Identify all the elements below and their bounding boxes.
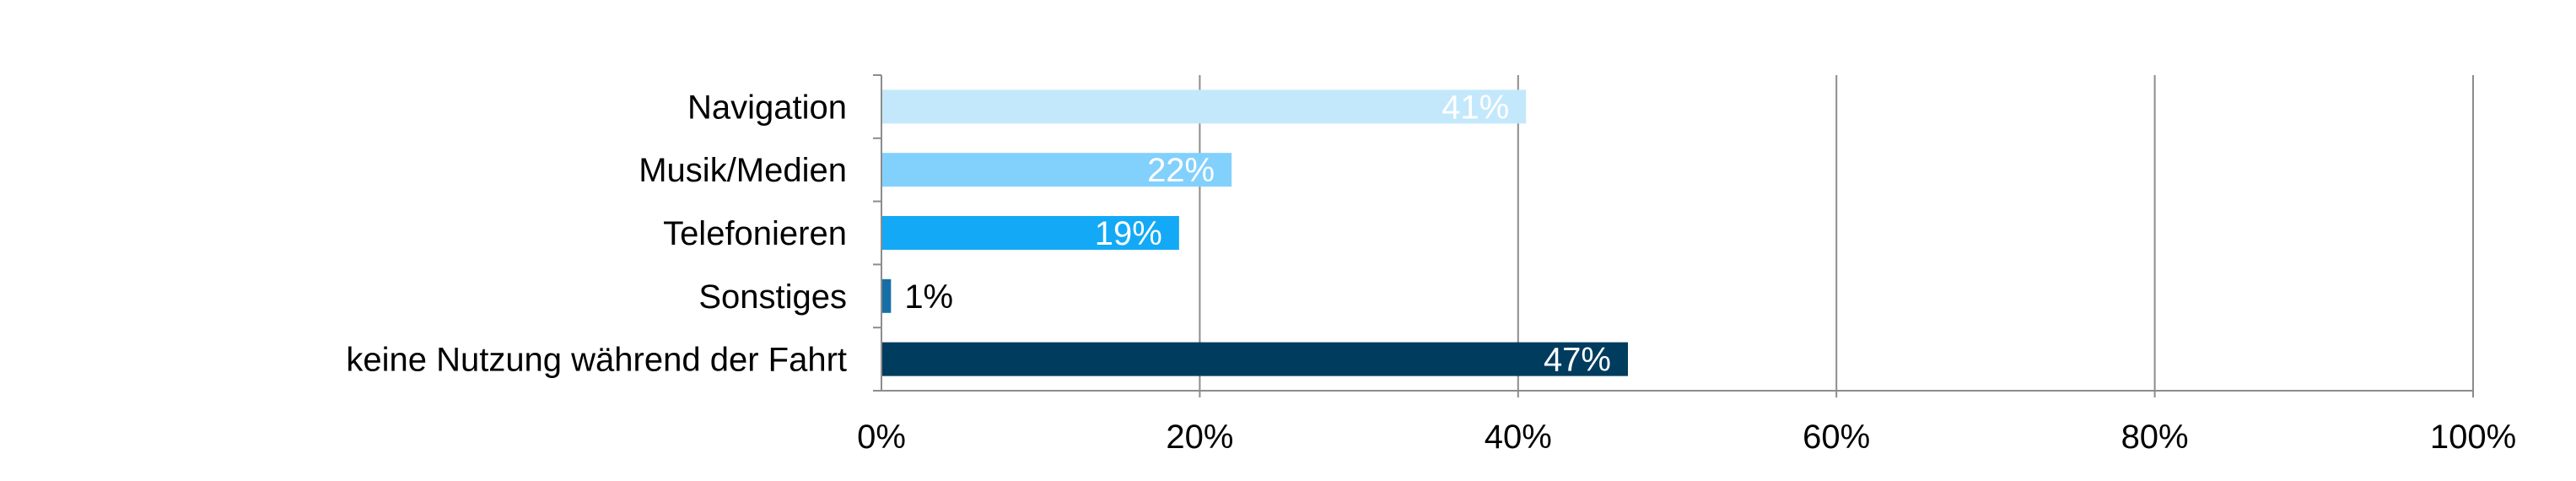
data-label-0: 41% [1442,89,1509,126]
data-label-2: 19% [1095,215,1162,252]
x-tick-label-80: 80% [2121,419,2189,456]
bars [882,89,1629,376]
bar-3 [882,278,892,313]
x-tick-label-0: 0% [857,419,906,456]
bar-2 [882,216,1179,250]
x-tick-label-20: 20% [1166,419,1233,456]
x-tick-label-60: 60% [1803,419,1870,456]
x-tick-labels: 0% 20% 40% 60% 80% 100% [857,419,2516,456]
category-label-0: Navigation [687,89,847,126]
axes [873,74,2474,392]
x-tick-label-40: 40% [1485,419,1552,456]
data-labels: 41% 22% 19% 1% 47% [904,89,1611,378]
bar-1 [882,153,1232,187]
category-label-4: keine Nutzung während der Fahrt [346,342,847,379]
category-label-1: Musik/Medien [639,152,847,189]
category-labels: Navigation Musik/Medien Telefonieren Sonsti… [346,89,847,378]
category-label-3: Sonstiges [698,278,847,316]
x-tick-label-100: 100% [2430,419,2516,456]
bar-4 [882,342,1629,376]
data-label-1: 22% [1147,152,1215,189]
data-label-4: 47% [1544,342,1611,379]
category-label-2: Telefonieren [663,215,847,252]
data-label-3: 1% [904,278,953,316]
bar-0 [882,89,1527,124]
